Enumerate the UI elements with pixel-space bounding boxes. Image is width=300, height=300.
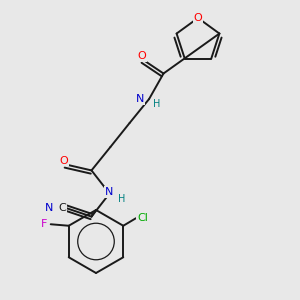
Text: H: H [118,194,126,205]
Text: O: O [137,51,146,62]
Text: O: O [194,13,202,23]
Text: N: N [45,202,53,213]
Text: N: N [136,94,145,104]
Text: F: F [40,219,47,229]
Text: N: N [105,187,114,197]
Text: O: O [59,155,68,166]
Text: Cl: Cl [137,213,148,223]
Text: C: C [58,202,66,213]
Text: H: H [153,99,160,110]
